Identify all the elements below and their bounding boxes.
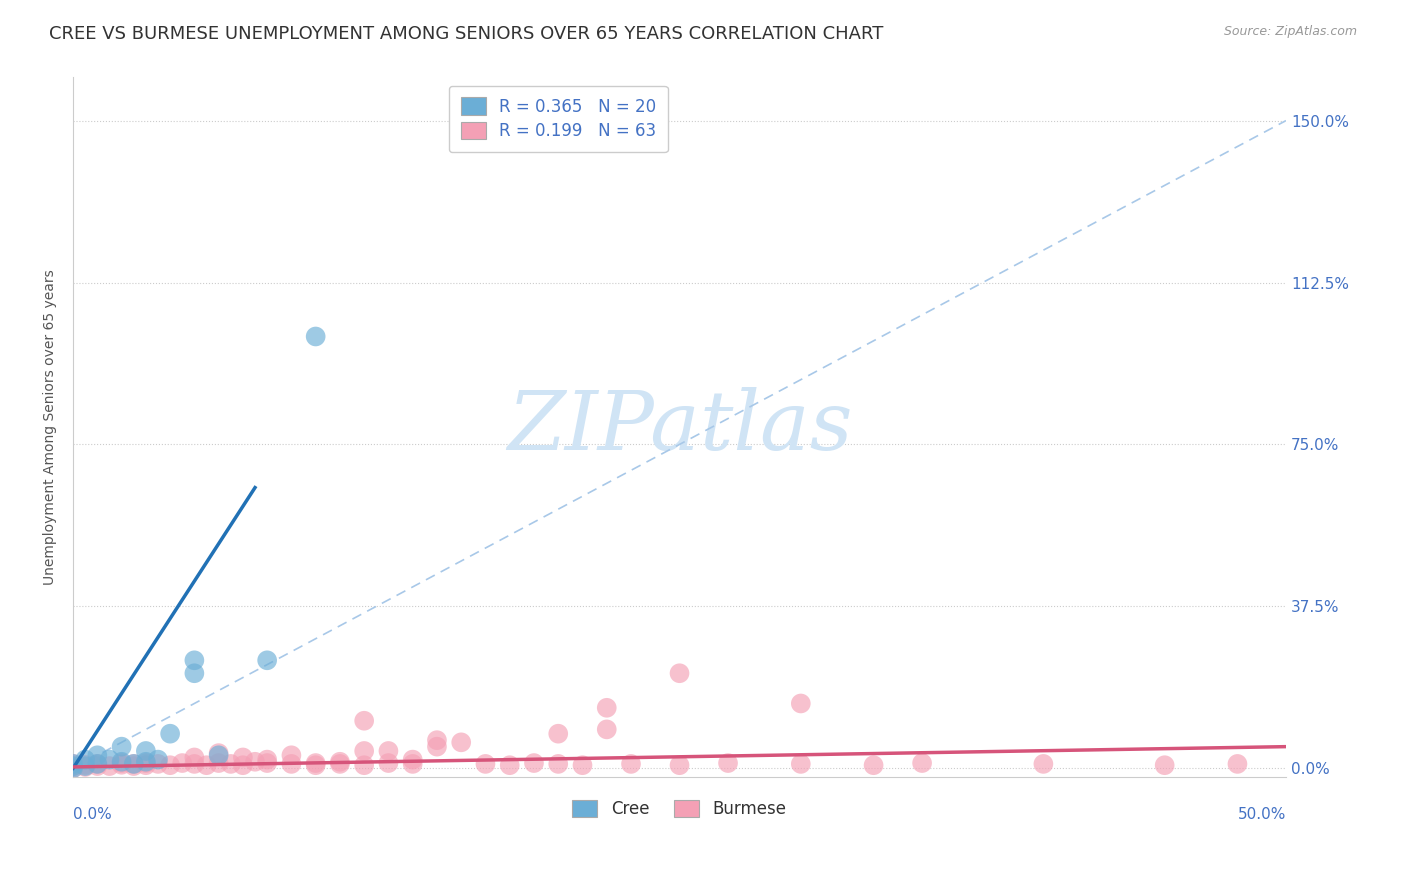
Point	[98, 753, 121, 767]
Point	[280, 756, 302, 771]
Point	[353, 758, 375, 772]
Point	[256, 653, 278, 667]
Point	[256, 753, 278, 767]
Point	[110, 757, 132, 772]
Point	[426, 739, 449, 754]
Y-axis label: Unemployment Among Seniors over 65 years: Unemployment Among Seniors over 65 years	[44, 269, 58, 585]
Point	[717, 756, 740, 770]
Point	[62, 759, 84, 773]
Point	[547, 727, 569, 741]
Point	[523, 756, 546, 770]
Point	[790, 697, 813, 711]
Point	[172, 756, 194, 770]
Point	[86, 759, 108, 773]
Point	[135, 744, 157, 758]
Text: 50.0%: 50.0%	[1237, 807, 1286, 822]
Point	[75, 757, 97, 772]
Point	[862, 758, 884, 772]
Text: 0.0%: 0.0%	[73, 807, 112, 822]
Point	[232, 750, 254, 764]
Point	[377, 756, 399, 770]
Point	[256, 756, 278, 770]
Point	[159, 727, 181, 741]
Point	[146, 756, 169, 771]
Point	[122, 756, 145, 771]
Point	[62, 761, 84, 775]
Point	[280, 748, 302, 763]
Legend: Cree, Burmese: Cree, Burmese	[565, 793, 793, 824]
Point	[62, 756, 84, 771]
Point	[426, 733, 449, 747]
Point	[208, 756, 231, 770]
Point	[75, 760, 97, 774]
Point	[86, 748, 108, 763]
Point	[135, 755, 157, 769]
Point	[110, 755, 132, 769]
Point	[195, 758, 218, 772]
Point	[243, 755, 266, 769]
Point	[183, 756, 205, 771]
Point	[790, 756, 813, 771]
Point	[98, 759, 121, 773]
Text: Source: ZipAtlas.com: Source: ZipAtlas.com	[1223, 25, 1357, 38]
Point	[183, 666, 205, 681]
Point	[402, 753, 425, 767]
Point	[183, 750, 205, 764]
Point	[305, 756, 328, 770]
Point	[62, 756, 84, 771]
Point	[911, 756, 934, 770]
Point	[135, 758, 157, 772]
Point	[208, 746, 231, 760]
Point	[1153, 758, 1175, 772]
Point	[1226, 756, 1249, 771]
Point	[499, 758, 522, 772]
Point	[86, 756, 108, 771]
Point	[596, 723, 619, 737]
Point	[183, 653, 205, 667]
Point	[305, 758, 328, 772]
Point	[402, 756, 425, 771]
Point	[668, 666, 690, 681]
Point	[620, 756, 643, 771]
Point	[208, 748, 231, 763]
Point	[110, 756, 132, 770]
Point	[219, 756, 242, 771]
Point	[62, 761, 84, 775]
Point	[135, 756, 157, 770]
Point	[329, 755, 352, 769]
Point	[571, 758, 593, 772]
Point	[86, 756, 108, 771]
Point	[353, 744, 375, 758]
Point	[474, 756, 496, 771]
Point	[122, 759, 145, 773]
Point	[450, 735, 472, 749]
Text: ZIPatlas: ZIPatlas	[506, 387, 852, 467]
Point	[62, 759, 84, 773]
Point	[146, 753, 169, 767]
Point	[1032, 756, 1054, 771]
Point	[75, 753, 97, 767]
Point	[329, 756, 352, 771]
Point	[159, 758, 181, 772]
Point	[122, 756, 145, 771]
Point	[547, 756, 569, 771]
Point	[353, 714, 375, 728]
Point	[305, 329, 328, 343]
Point	[596, 700, 619, 714]
Point	[377, 744, 399, 758]
Point	[75, 759, 97, 773]
Text: CREE VS BURMESE UNEMPLOYMENT AMONG SENIORS OVER 65 YEARS CORRELATION CHART: CREE VS BURMESE UNEMPLOYMENT AMONG SENIO…	[49, 25, 883, 43]
Point	[232, 758, 254, 772]
Point	[110, 739, 132, 754]
Point	[668, 758, 690, 772]
